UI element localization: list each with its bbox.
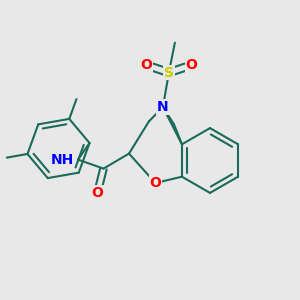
Text: NH: NH xyxy=(51,153,74,166)
Text: O: O xyxy=(92,186,104,200)
Text: O: O xyxy=(140,58,152,72)
Text: S: S xyxy=(164,66,174,80)
Text: O: O xyxy=(149,176,161,190)
Text: N: N xyxy=(157,100,169,114)
Text: O: O xyxy=(185,58,197,72)
